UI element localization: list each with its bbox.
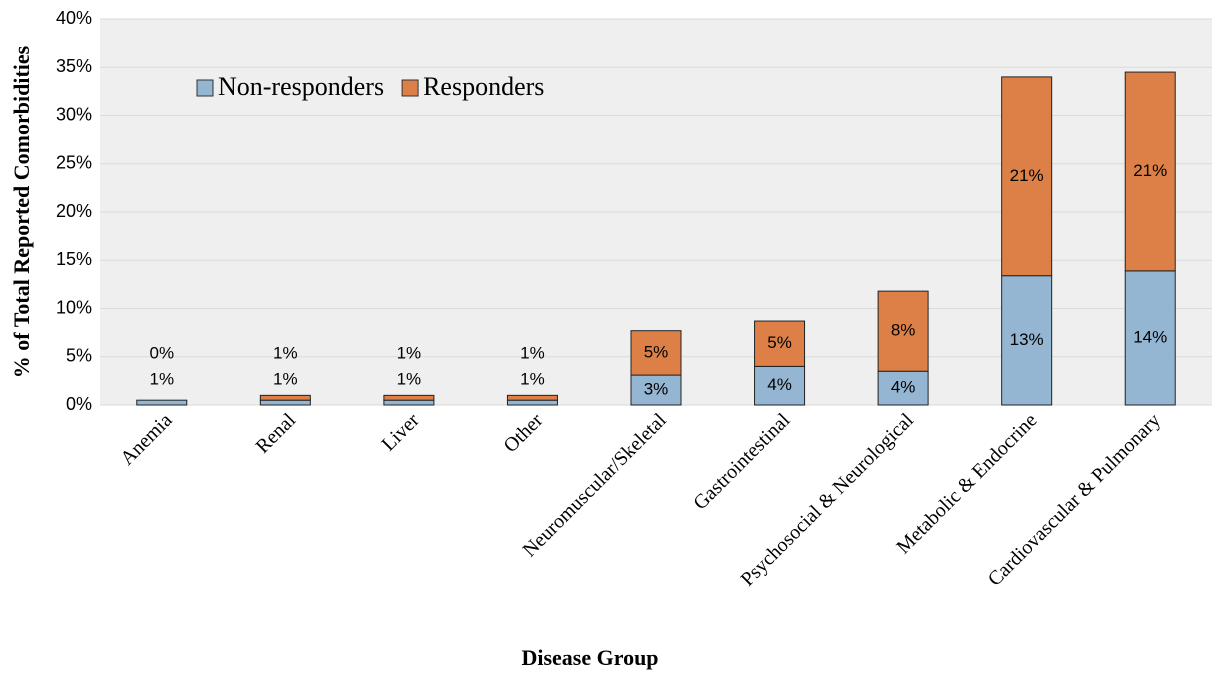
value-label: 13% (1010, 330, 1044, 349)
bar-segment (506, 394, 558, 401)
value-label: 21% (1133, 161, 1167, 180)
bar-segment (506, 399, 558, 406)
x-tick-label: Other (499, 409, 547, 457)
legend-swatch (401, 79, 419, 97)
bar-segment (259, 399, 311, 406)
value-label: 1% (397, 343, 422, 362)
value-label: 1% (273, 343, 298, 362)
x-axis-title: Disease Group (521, 645, 658, 670)
bar-segment (877, 370, 929, 406)
y-tick-label: 15% (56, 249, 92, 269)
bar-segment (383, 399, 435, 406)
x-tick-label: Renal (252, 409, 301, 458)
legend-swatch (196, 79, 214, 97)
legend-label: Non-responders (218, 72, 384, 101)
value-label: 8% (891, 321, 916, 340)
value-label: 5% (767, 333, 792, 352)
bar-segment (383, 394, 435, 401)
bar-segment (259, 394, 311, 401)
value-label: 4% (891, 378, 916, 397)
y-tick-label: 40% (56, 8, 92, 28)
value-label: 0% (149, 343, 174, 362)
bar-segment (1001, 76, 1053, 277)
y-tick-label: 25% (56, 153, 92, 173)
bar-segment (136, 399, 188, 406)
bar-segment (1124, 71, 1176, 272)
bar-segment (754, 320, 806, 367)
y-tick-label: 10% (56, 297, 92, 317)
x-tick-label: Metabolic & Endocrine (892, 409, 1041, 558)
legend-label: Responders (423, 72, 544, 101)
value-label: 5% (644, 342, 669, 361)
value-label: 1% (520, 369, 545, 388)
y-tick-label: 0% (66, 394, 92, 414)
bar-segment (630, 374, 682, 406)
y-tick-label: 5% (66, 346, 92, 366)
value-label: 1% (149, 369, 174, 388)
value-label: 1% (397, 369, 422, 388)
y-tick-label: 35% (56, 56, 92, 76)
y-tick-label: 20% (56, 201, 92, 221)
value-label: 14% (1133, 327, 1167, 346)
value-label: 3% (644, 380, 669, 399)
bar-segment (630, 330, 682, 376)
value-label: 1% (273, 369, 298, 388)
y-axis-title: % of Total Reported Comorbidities (9, 45, 34, 378)
bar-segment (1124, 270, 1176, 406)
y-tick-label: 30% (56, 104, 92, 124)
x-tick-label: Gastrointestinal (689, 409, 794, 514)
value-label: 21% (1010, 166, 1044, 185)
bar-segment (877, 290, 929, 372)
x-tick-label: Anemia (116, 409, 176, 469)
x-tick-label: Liver (377, 409, 423, 455)
x-tick-label: Neuromuscular/Skeletal (519, 409, 672, 562)
value-label: 1% (520, 343, 545, 362)
value-label: 4% (767, 375, 792, 394)
